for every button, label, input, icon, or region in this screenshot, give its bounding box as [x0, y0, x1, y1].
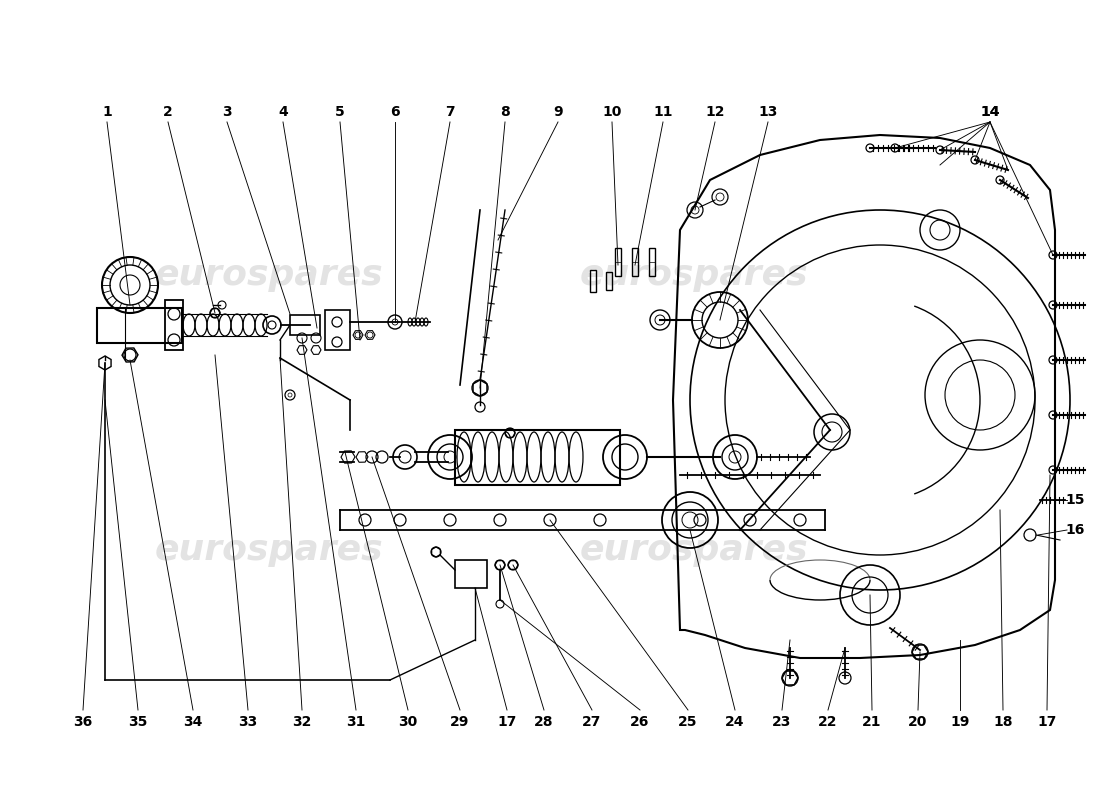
Text: 21: 21 [862, 715, 882, 729]
Text: 3: 3 [222, 105, 232, 119]
Text: 14: 14 [980, 105, 1000, 119]
Text: 17: 17 [1037, 715, 1057, 729]
Text: 12: 12 [705, 105, 725, 119]
Text: 7: 7 [446, 105, 454, 119]
Bar [649, 248, 654, 276]
Text: eurospares: eurospares [580, 258, 808, 292]
Text: 10: 10 [603, 105, 622, 119]
Text: 6: 6 [390, 105, 399, 119]
Text: 23: 23 [772, 715, 792, 729]
Bar [455, 560, 487, 588]
Text: 31: 31 [346, 715, 365, 729]
Text: 26: 26 [630, 715, 650, 729]
Text: 13: 13 [758, 105, 778, 119]
Text: 19: 19 [950, 715, 970, 729]
Bar [590, 270, 596, 292]
Text: 18: 18 [993, 715, 1013, 729]
Text: 33: 33 [239, 715, 257, 729]
Text: eurospares: eurospares [155, 533, 384, 567]
Bar [606, 272, 612, 290]
Circle shape [120, 275, 140, 295]
Text: 1: 1 [102, 105, 112, 119]
Text: 22: 22 [818, 715, 838, 729]
Text: 28: 28 [535, 715, 553, 729]
Text: 8: 8 [500, 105, 510, 119]
Bar [455, 430, 620, 485]
Text: 24: 24 [725, 715, 745, 729]
Bar [615, 248, 622, 276]
Text: 20: 20 [909, 715, 927, 729]
Text: 5: 5 [336, 105, 345, 119]
Text: 15: 15 [1065, 493, 1085, 507]
Text: 2: 2 [163, 105, 173, 119]
Text: 36: 36 [74, 715, 92, 729]
Text: 14: 14 [980, 105, 1000, 119]
Text: eurospares: eurospares [155, 258, 384, 292]
Text: 35: 35 [129, 715, 147, 729]
Text: 9: 9 [553, 105, 563, 119]
Bar [632, 248, 638, 276]
Text: 32: 32 [293, 715, 311, 729]
Bar [97, 308, 182, 343]
Text: 25: 25 [679, 715, 697, 729]
Text: 29: 29 [450, 715, 470, 729]
Bar [290, 315, 320, 335]
Text: 34: 34 [184, 715, 202, 729]
Bar [165, 300, 183, 350]
Bar [324, 310, 350, 350]
Text: eurospares: eurospares [580, 533, 808, 567]
Text: 4: 4 [278, 105, 288, 119]
Text: 16: 16 [1065, 523, 1085, 537]
Text: 11: 11 [653, 105, 673, 119]
Text: 27: 27 [582, 715, 602, 729]
Text: 17: 17 [497, 715, 517, 729]
Text: 30: 30 [398, 715, 418, 729]
